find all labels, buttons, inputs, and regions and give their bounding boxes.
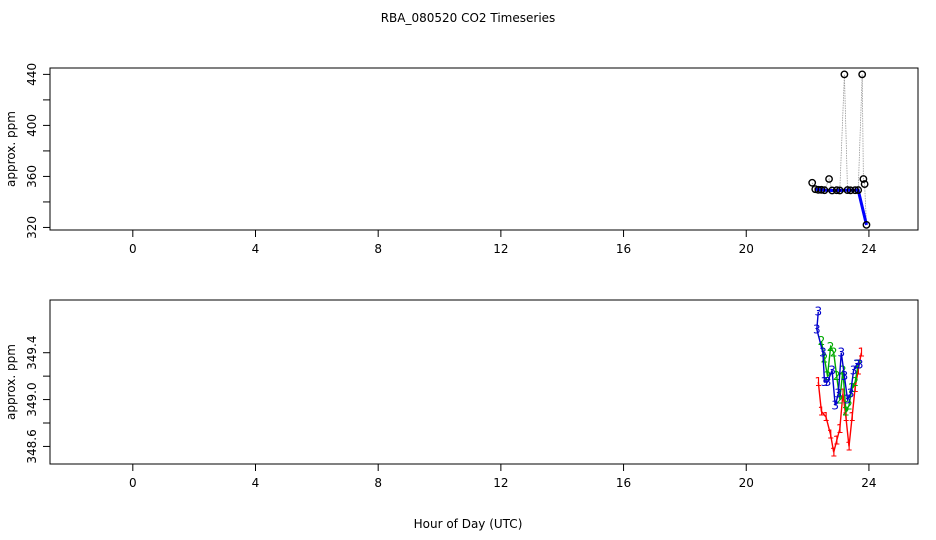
data-point-label: 1 — [827, 428, 835, 442]
data-point-label: 2 — [848, 381, 856, 395]
data-point-label: 2 — [836, 393, 844, 407]
x-tick-label: 20 — [739, 476, 754, 490]
data-point-label: 1 — [818, 404, 826, 418]
x-axis-label: Hour of Day (UTC) — [414, 517, 523, 531]
chart-title: RBA_080520 CO2 Timeseries — [381, 11, 556, 25]
data-point-label: 1 — [833, 434, 841, 448]
data-point-label: 3 — [824, 375, 832, 389]
data-point-label: 3 — [853, 357, 861, 371]
x-tick-label: 0 — [129, 476, 137, 490]
y-tick-label: 320 — [25, 216, 39, 239]
data-point — [843, 186, 852, 194]
x-tick-label: 4 — [252, 242, 260, 256]
data-point-label: 1 — [830, 445, 838, 459]
data-point-label: 2 — [818, 334, 826, 348]
data-point — [832, 186, 841, 195]
data-point-label: 1 — [814, 375, 822, 389]
data-point-label: 3 — [819, 346, 827, 360]
x-tick-label: 12 — [493, 476, 508, 490]
data-point-label: 1 — [836, 422, 844, 436]
fit-line — [815, 187, 868, 226]
data-point-label: 1 — [822, 410, 830, 424]
y-tick-label: 349.0 — [25, 382, 39, 416]
data-point-label: 3 — [856, 357, 864, 371]
data-point — [846, 186, 855, 195]
data-point — [825, 175, 833, 183]
data-point-label: 1 — [857, 346, 865, 360]
data-point-label: 3 — [828, 363, 836, 377]
y-tick-label: 348.6 — [25, 429, 39, 463]
data-point-label: 2 — [839, 363, 847, 377]
data-point — [854, 186, 863, 194]
y-tick-label: 360 — [25, 165, 39, 188]
data-point-label: 1 — [839, 387, 847, 401]
data-point-label: 3 — [838, 346, 846, 360]
data-point-label: 2 — [824, 369, 832, 383]
series-line — [820, 340, 859, 414]
data-point-label: 3 — [847, 387, 855, 401]
data-point-label: 2 — [830, 346, 838, 360]
data-point-label: 3 — [821, 375, 829, 389]
data-point-label: 1 — [848, 410, 856, 424]
data-point-label: 1 — [842, 410, 850, 424]
data-point-label: 1 — [854, 363, 862, 377]
data-point — [862, 220, 871, 229]
y-tick-label: 400 — [25, 114, 39, 137]
x-tick-label: 8 — [374, 476, 382, 490]
series-line — [811, 74, 867, 225]
series-line — [817, 352, 862, 453]
data-point-label: 2 — [827, 340, 835, 354]
data-point-label: 3 — [850, 363, 858, 377]
data-point-label: 1 — [845, 439, 853, 453]
x-tick-label: 8 — [374, 242, 382, 256]
data-point-label: 2 — [821, 352, 829, 366]
top-panel: 0 4 8 12 16 20 24 320 360 400 440 approx. ppm — [4, 63, 919, 256]
x-tick-label: 16 — [616, 242, 631, 256]
data-point-label: 3 — [813, 322, 821, 336]
data-point-label: 3 — [844, 393, 852, 407]
x-tick-label: 0 — [129, 242, 137, 256]
data-point-label: 3 — [831, 398, 839, 412]
x-tick-label: 24 — [861, 476, 876, 490]
data-point-label: 2 — [842, 404, 850, 418]
data-point — [860, 180, 869, 188]
data-point-label: 1 — [851, 381, 859, 395]
data-point — [820, 186, 829, 195]
y-tick-label: 440 — [25, 63, 39, 86]
y-tick-label: 349.4 — [25, 336, 39, 370]
x-tick-label: 16 — [616, 476, 631, 490]
x-tick-label: 12 — [493, 242, 508, 256]
data-point — [808, 178, 817, 187]
plot-frame — [49, 299, 919, 465]
y-axis-label: approx. ppm — [4, 344, 18, 420]
data-point-label: 2 — [833, 369, 841, 383]
x-tick-label: 20 — [739, 242, 754, 256]
data-point — [840, 70, 849, 79]
x-tick-label: 4 — [252, 476, 260, 490]
data-point — [858, 70, 867, 79]
data-point-label: 2 — [845, 398, 853, 412]
data-point — [859, 175, 868, 183]
data-point — [835, 186, 844, 195]
data-point — [828, 186, 837, 195]
data-point-label: 3 — [814, 305, 822, 319]
data-point — [851, 186, 860, 195]
data-point-label: 3 — [834, 387, 842, 401]
series-line — [816, 311, 860, 406]
data-point — [817, 185, 826, 194]
x-tick-label: 24 — [861, 242, 876, 256]
y-axis-label: approx. ppm — [4, 111, 18, 187]
data-point-label: 3 — [841, 369, 849, 383]
plot-frame — [49, 67, 919, 231]
data-point-label: 2 — [851, 375, 859, 389]
